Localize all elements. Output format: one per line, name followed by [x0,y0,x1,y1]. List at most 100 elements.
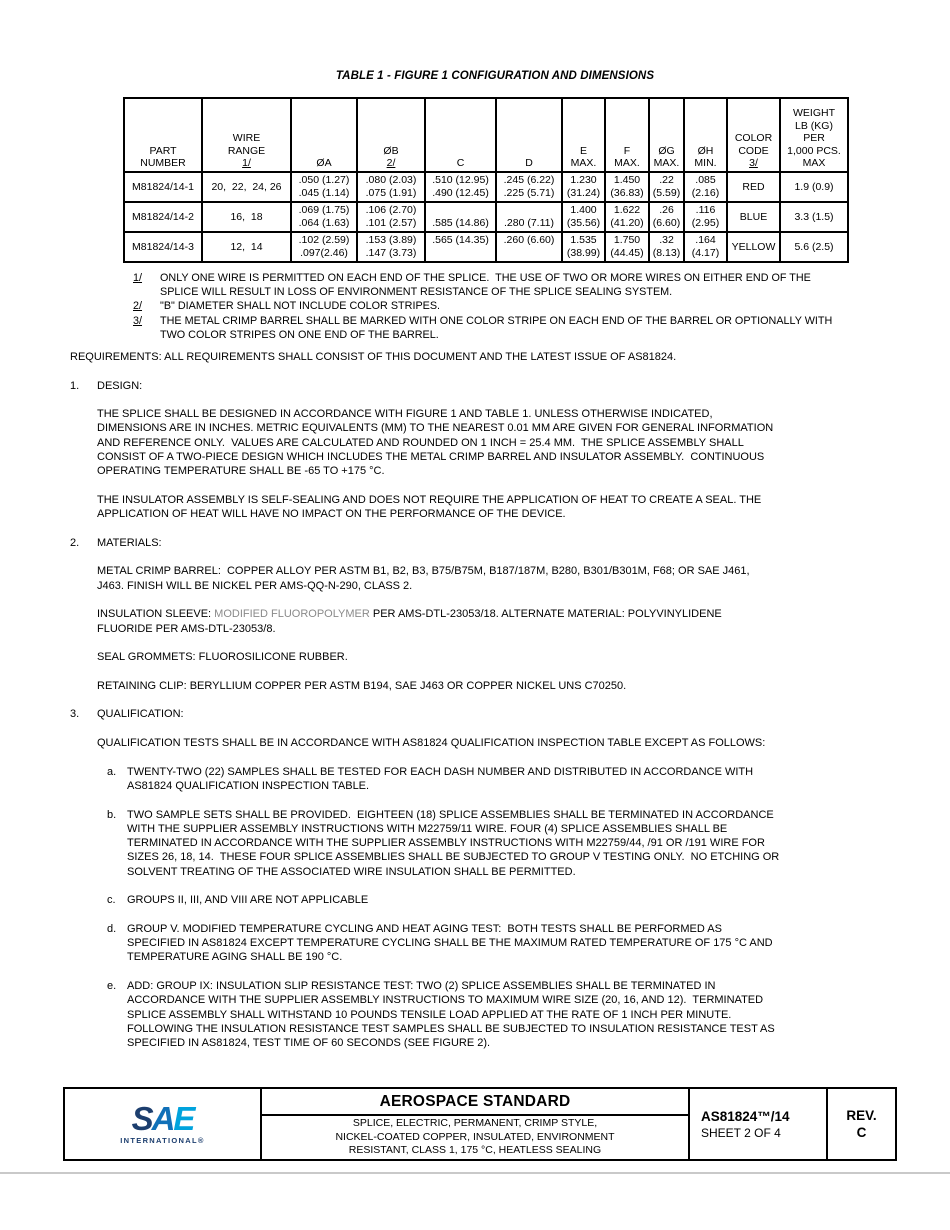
cell-d: .260 (6.60) [495,231,563,263]
cell-g-max: .26 (6.60) [648,201,685,233]
note-1: 1/ ONLY ONE WIRE IS PERMITTED ON EACH EN… [133,271,832,299]
revision-label: REV. [846,1108,877,1123]
header-label: ØA [316,157,332,170]
qualification-intro: QUALIFICATION TESTS SHALL BE IN ACCORDAN… [97,737,766,750]
note-3: 3/ THE METAL CRIMP BARREL SHALL BE MARKE… [133,314,832,342]
document-type: AEROSPACE STANDARD [262,1089,688,1116]
cell-h-min: .116 (2.95) [683,201,728,233]
cell-h-min: .164 (4.17) [683,231,728,263]
qualification-item-d: d. GROUP V. MODIFIED TEMPERATURE CYCLING… [107,922,779,965]
qualification-item-b: b. TWO SAMPLE SETS SHALL BE PROVIDED. EI… [107,808,779,879]
qualification-item-a: a. TWENTY-TWO (22) SAMPLES SHALL BE TEST… [107,765,779,794]
note-text: ONLY ONE WIRE IS PERMITTED ON EACH END O… [160,272,811,299]
sheet-info: SHEET 2 OF 4 [701,1125,781,1140]
logo-letter-a: A [151,1099,176,1137]
header-label: ØH MIN. [694,144,717,170]
cell-color-code: RED [726,171,781,203]
note-2: 2/ "B" DIAMETER SHALL NOT INCLUDE COLOR … [133,299,832,313]
document-subtitle: SPLICE, ELECTRIC, PERMANENT, CRIMP STYLE… [335,1117,615,1157]
col-header-dia-a: ØA [290,97,358,173]
header-label: COLOR CODE [734,132,773,157]
requirements-statement: REQUIREMENTS: ALL REQUIREMENTS SHALL CON… [70,351,677,363]
col-header-d: D [495,97,563,173]
table-row: M81824/14-2 16, 18 .069 (1.75) .064 (1.6… [123,201,849,233]
section-heading-qualification: 3. QUALIFICATION: [70,707,779,721]
col-header-e-max: E MAX. [561,97,606,173]
cell-wire-range: 16, 18 [201,201,292,233]
item-letter: a. [107,765,117,778]
section-heading-label: DESIGN: [97,379,143,392]
table-title: TABLE 1 - FIGURE 1 CONFIGURATION AND DIM… [335,70,655,82]
header-label: ØG MAX. [653,144,680,170]
document-title-cell: AEROSPACE STANDARD SPLICE, ELECTRIC, PER… [262,1089,690,1159]
cell-g-max: .22 (5.59) [648,171,685,203]
col-header-f-max: F MAX. [604,97,650,173]
cell-h-min: .085 (2.16) [683,171,728,203]
header-label: PART NUMBER [140,144,186,170]
cell-f-max: 1.750 (44.45) [604,231,650,263]
col-header-part-number: PART NUMBER [123,97,203,173]
materials-seal-grommets: SEAL GROMMETS: FLUOROSILICONE RUBBER. [97,651,348,664]
header-label: D [525,157,533,170]
section-number: 3. [70,708,80,721]
cell-weight: 1.9 (0.9) [779,171,849,203]
note-reference: 1/ [133,272,143,284]
header-label: C [456,157,465,170]
insulation-changed-text: MODIFIED FLUOROPOLYMER [214,608,370,621]
qualification-item-e: e. ADD: GROUP IX: INSULATION SLIP RESIST… [107,979,779,1050]
document-body: REQUIREMENTS: ALL REQUIREMENTS SHALL CON… [70,350,779,1065]
note-reference: 2/ [386,157,396,170]
title-block: SAE INTERNATIONAL® AEROSPACE STANDARD SP… [63,1087,897,1161]
cell-part-number: M81824/14-3 [123,231,203,263]
cell-f-max: 1.450 (36.83) [604,171,650,203]
col-header-weight: WEIGHT LB (KG) PER 1,000 PCS. MAX [779,97,849,173]
item-letter: c. [107,894,116,907]
cell-d: .245 (6.22) .225 (5.71) [495,171,563,203]
cell-dia-a: .050 (1.27) .045 (1.14) [290,171,358,203]
cell-e-max: 1.400 (35.56) [561,201,606,233]
section-heading-materials: 2. MATERIALS: [70,536,779,550]
cell-f-max: 1.622 (41.20) [604,201,650,233]
section-number: 2. [70,536,80,549]
col-header-wire-range: WIRE RANGE 1/ [201,97,292,173]
item-letter: b. [107,808,117,821]
header-label: E MAX. [570,144,597,170]
col-header-c: C [424,97,497,173]
cell-wire-range: 12, 14 [201,231,292,263]
cell-weight: 5.6 (2.5) [779,231,849,263]
note-reference: 2/ [133,300,143,313]
logo-letter-s: S [131,1099,154,1137]
header-label: F MAX. [614,144,640,170]
sae-logo: SAE INTERNATIONAL® [65,1089,262,1159]
cell-part-number: M81824/14-1 [123,171,203,203]
note-reference: 1/ [242,157,251,170]
header-label: WEIGHT LB (KG) PER 1,000 PCS. MAX [787,107,841,170]
cell-color-code: BLUE [726,201,781,233]
cell-c: .510 (12.95) .490 (12.45) [424,171,497,203]
col-header-g-max: ØG MAX. [648,97,685,173]
design-paragraph-1: THE SPLICE SHALL BE DESIGNED IN ACCORDAN… [97,408,774,478]
table-header-row: PART NUMBER WIRE RANGE 1/ ØA ØB 2/ C D E M… [123,97,849,173]
item-text: TWO SAMPLE SETS SHALL BE PROVIDED. EIGHT… [127,808,780,878]
sae-logo-subtext: INTERNATIONAL® [120,1135,205,1145]
item-text: GROUP V. MODIFIED TEMPERATURE CYCLING AN… [127,922,773,964]
cell-dia-a: .069 (1.75) .064 (1.63) [290,201,358,233]
cell-dia-a: .102 (2.59) .097(2.46) [290,231,358,263]
note-text: THE METAL CRIMP BARREL SHALL BE MARKED W… [160,314,833,341]
item-text: GROUPS II, III, AND VIII ARE NOT APPLICA… [127,894,369,907]
document-number-cell: AS81824™/14 SHEET 2 OF 4 [690,1089,828,1159]
cell-dia-b: .106 (2.70) .101 (2.57) [356,201,426,233]
sae-logo-word: SAE [132,1102,196,1135]
materials-metal-crimp-barrel: METAL CRIMP BARREL: COPPER ALLOY PER AST… [97,565,750,592]
note-reference: 3/ [749,157,758,170]
table-notes: 1/ ONLY ONE WIRE IS PERMITTED ON EACH EN… [133,271,832,342]
cell-dia-b: .080 (2.03) .075 (1.91) [356,171,426,203]
section-heading-design: 1. DESIGN: [70,379,779,393]
item-text: TWENTY-TWO (22) SAMPLES SHALL BE TESTED … [127,765,754,792]
page-edge-line [0,1172,950,1174]
note-text: "B" DIAMETER SHALL NOT INCLUDE COLOR STR… [160,300,441,313]
section-heading-label: QUALIFICATION: [97,708,184,721]
dimensions-table: PART NUMBER WIRE RANGE 1/ ØA ØB 2/ C D E M… [123,97,849,263]
design-paragraph-2: THE INSULATOR ASSEMBLY IS SELF-SEALING A… [97,493,762,521]
